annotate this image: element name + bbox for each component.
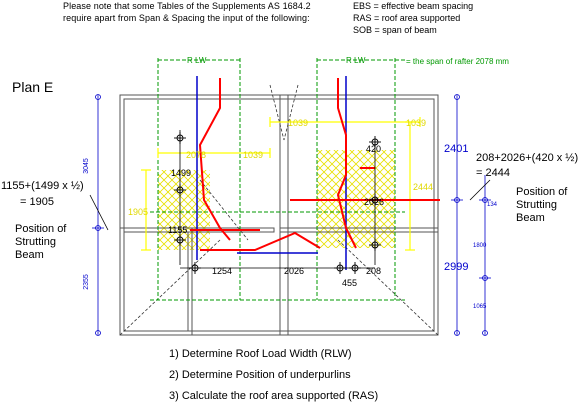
dim-blue-left-1: 2355 bbox=[83, 274, 90, 290]
dim-black-6: 420 bbox=[366, 144, 381, 154]
abbr-ras: RAS = roof area supported bbox=[353, 13, 461, 23]
dim-black-0: 1499 bbox=[171, 168, 191, 178]
dim-blue-right-2: 134 bbox=[487, 202, 498, 208]
dim-black-2: 1254 bbox=[212, 266, 232, 276]
rlw-label-left: R LW bbox=[187, 56, 207, 65]
rlw-note: = the span of rafter 2078 mm bbox=[406, 57, 509, 66]
intro-line-2: require apart from Span & Spacing the in… bbox=[63, 13, 310, 23]
right-position-label-1: Strutting bbox=[516, 199, 557, 211]
dim-blue-right-3: 1800 bbox=[473, 243, 487, 249]
dim-black-1: 1155 bbox=[168, 225, 187, 235]
red-rafter-lines bbox=[190, 78, 440, 251]
rlw-label-right: R LW bbox=[346, 56, 366, 65]
dim-black-5: 455 bbox=[342, 278, 357, 288]
dim-yellow-5: 2444 bbox=[413, 182, 433, 192]
left-position-label-1: Strutting bbox=[15, 236, 56, 248]
dim-yellow-1: 1039 bbox=[243, 150, 263, 160]
dim-black-4: 208 bbox=[366, 266, 381, 276]
yellow-dimension-lines bbox=[141, 117, 421, 251]
left-calc-line-1: 1155+(1499 x ½) bbox=[1, 180, 84, 192]
right-calc-line-1: 208+2026+(420 x ½) bbox=[476, 152, 579, 164]
plan-title: Plan E bbox=[12, 79, 54, 95]
left-calc-line-2: = 1905 bbox=[20, 196, 54, 208]
step-2: 2) Determine Position of underpurlins bbox=[169, 369, 351, 381]
blue-dimension-markers bbox=[95, 94, 488, 336]
dim-yellow-4: 1039 bbox=[406, 118, 426, 128]
dim-black-3: 2026 bbox=[284, 266, 304, 276]
abbr-sob: SOB = span of beam bbox=[353, 25, 437, 35]
left-position-label-0: Position of bbox=[15, 223, 67, 235]
strut-markers bbox=[174, 132, 381, 274]
right-position-label-0: Position of bbox=[516, 186, 568, 198]
dim-blue-right-4: 1065 bbox=[473, 304, 487, 310]
leader-arrows bbox=[89, 179, 491, 231]
building-walls bbox=[119, 94, 439, 336]
dim-black-7: 2026 bbox=[364, 197, 384, 207]
left-position-label-2: Beam bbox=[15, 249, 44, 261]
step-3: 3) Calculate the roof area supported (RA… bbox=[169, 390, 379, 402]
dim-blue-right-1: 2999 bbox=[444, 261, 468, 273]
dim-yellow-2: 1905 bbox=[128, 207, 148, 217]
abbr-ebs: EBS = effective beam spacing bbox=[353, 1, 474, 11]
right-position-label-2: Beam bbox=[516, 212, 545, 224]
rlw-band-lines bbox=[150, 58, 405, 301]
dim-yellow-3: 1039 bbox=[288, 118, 308, 128]
right-calc-line-2: = 2444 bbox=[476, 167, 510, 179]
dim-blue-right-0: 2401 bbox=[444, 143, 468, 155]
load-area-left bbox=[158, 170, 210, 250]
dim-blue-left-0: 3045 bbox=[83, 158, 90, 174]
dim-yellow-0: 2078 bbox=[186, 150, 206, 160]
roof-hip-lines bbox=[119, 84, 439, 336]
step-1: 1) Determine Roof Load Width (RLW) bbox=[169, 348, 352, 360]
blue-dimension-lines bbox=[92, 95, 491, 335]
intro-line-1: Please note that some Tables of the Supp… bbox=[63, 1, 311, 11]
